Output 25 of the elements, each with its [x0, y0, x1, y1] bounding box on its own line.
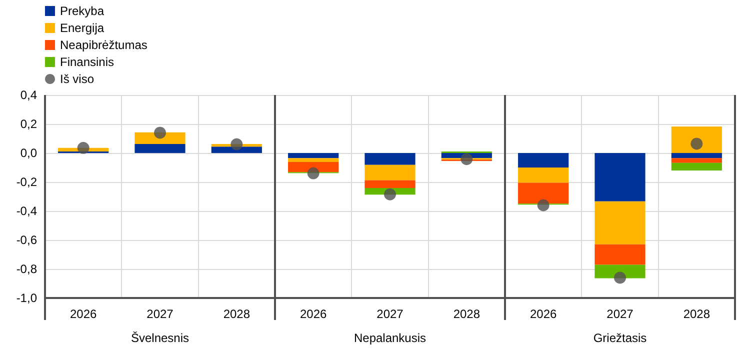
y-tick-label: -0,2 [16, 175, 38, 189]
y-tick-label: 0,0 [20, 146, 38, 160]
x-tick-label: 2027 [146, 307, 174, 321]
x-tick-label: 2026 [530, 307, 558, 321]
text: Griežtasis [593, 331, 647, 345]
y-tick-label: -1,0 [16, 291, 38, 305]
y-tick-label: 0,4 [20, 88, 38, 102]
y-tick-label: -0,4 [16, 204, 38, 218]
x-tick-label: 2028 [683, 307, 710, 321]
text: Švelnesnis [130, 331, 190, 345]
x-tick-label: 2026 [70, 307, 98, 321]
x-tick-label: 2026 [300, 307, 328, 321]
legend-label: Energija [60, 21, 104, 35]
y-tick-label: -0,6 [16, 233, 38, 247]
y-tick-label: 0,2 [20, 117, 38, 131]
x-tick-label: 2028 [223, 307, 250, 321]
text: Nepalankusis [354, 331, 426, 345]
legend-label: Finansinis [60, 55, 114, 69]
x-tick-label: 2027 [376, 307, 404, 321]
y-tick-label: -0,8 [16, 262, 38, 276]
legend-label: Iš viso [60, 72, 94, 86]
x-tick-label: 2027 [606, 307, 634, 321]
x-tick-label: 2028 [453, 307, 480, 321]
legend-label: Prekyba [60, 4, 104, 18]
legend-label: Neapibrėžtumas [60, 38, 148, 52]
